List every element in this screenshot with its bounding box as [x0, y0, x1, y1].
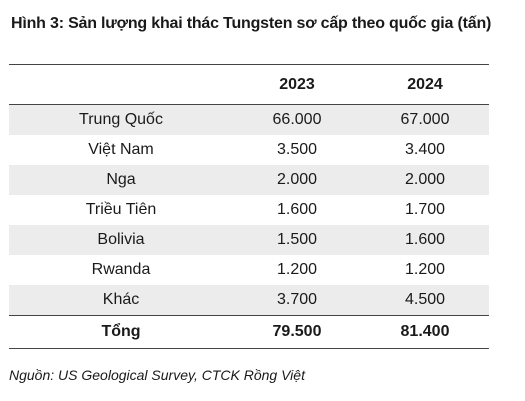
row-value-2024: 67.000	[361, 104, 489, 135]
row-value-2023: 3.500	[276, 141, 318, 158]
row-value-2023: 1.600	[276, 201, 318, 218]
source-note: Nguồn: US Geological Survey, CTCK Rồng V…	[9, 367, 305, 383]
row-value-2024: 1.600	[361, 225, 489, 255]
row-value-2024: 2.000	[361, 165, 489, 195]
table-row: Bolivia 1.500 1.600	[9, 225, 489, 255]
row-country-name: Nga	[9, 165, 233, 195]
total-value-2023: 79.500	[233, 315, 361, 349]
row-value-2023: 1.200	[276, 261, 318, 278]
production-table-container: 2023 2024 Trung Quốc 66.000 67.000 Việt …	[9, 64, 489, 349]
row-value-2023: 1.500	[233, 225, 361, 255]
row-country-name: Trung Quốc	[9, 104, 233, 135]
total-row: Tổng 79.500 81.400	[9, 315, 489, 349]
row-value-2023: 3.700	[233, 285, 361, 316]
row-country-name: Việt Nam	[88, 141, 154, 158]
table-row: Việt Nam 3.500 3.400	[9, 135, 489, 165]
table-row: Nga 2.000 2.000	[9, 165, 489, 195]
header-2024: 2024	[361, 64, 489, 105]
table-header-row: 2023 2024	[9, 64, 489, 105]
table-row: Trung Quốc 66.000 67.000	[9, 104, 489, 135]
header-2023: 2023	[233, 64, 361, 105]
row-value-2024: 1.200	[404, 261, 446, 278]
row-country-name: Rwanda	[91, 261, 151, 278]
row-value-2023: 66.000	[233, 104, 361, 135]
production-table: 2023 2024 Trung Quốc 66.000 67.000 Việt …	[9, 64, 489, 349]
row-value-2024: 4.500	[361, 285, 489, 316]
row-value-2024: 3.400	[404, 141, 446, 158]
row-value-2023: 2.000	[233, 165, 361, 195]
row-country-name: Triều Tiên	[85, 201, 157, 218]
header-country	[9, 64, 233, 105]
total-value-2024: 81.400	[361, 315, 489, 349]
row-country-name: Bolivia	[9, 225, 233, 255]
chart-title: Hình 3: Sản lượng khai thác Tungsten sơ …	[11, 15, 492, 32]
row-country-name: Khác	[9, 285, 233, 316]
table-row: Rwanda 1.200 1.200	[9, 255, 489, 285]
table-row: Khác 3.700 4.500	[9, 285, 489, 316]
row-value-2024: 1.700	[404, 201, 446, 218]
total-label: Tổng	[9, 315, 233, 349]
table-row: Triều Tiên 1.600 1.700	[9, 195, 489, 225]
